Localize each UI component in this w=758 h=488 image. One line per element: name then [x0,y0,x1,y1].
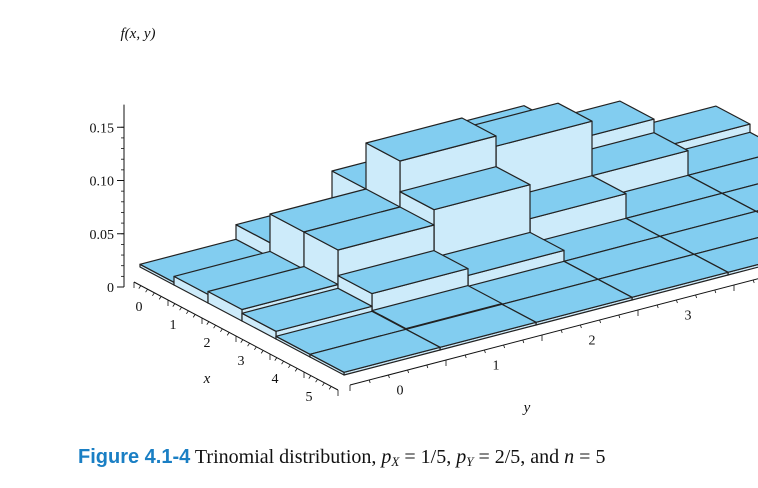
x-tick [145,288,148,293]
y-tick [714,289,717,294]
bar-top-face [309,328,441,373]
bar-top-face [399,166,531,211]
x-tick [192,314,196,318]
y-tick [484,349,486,354]
caption-text: Trinomial distribution, [194,446,377,468]
chart-bars [139,100,758,376]
x-tick [220,328,223,333]
y-tick-label: 2 [589,334,596,349]
x-axis-title: x [203,371,211,387]
caption-px: pX = 1/5, [381,446,452,469]
bar-top-face [241,287,373,332]
y-tick-label: 1 [493,359,500,374]
bar-top-face [365,117,497,162]
x-tick [186,310,189,315]
x-tick [254,346,257,351]
x-tick [158,296,162,300]
chart-axes [117,104,758,396]
y-tick [580,324,582,329]
y-tick [752,279,755,284]
y-tick [618,314,621,319]
x-tick [247,342,250,347]
x-tick [240,339,244,343]
y-tick [599,319,601,324]
chart-labels: 00.050.100.15f(x, y)012345x012345y [90,26,692,416]
x-tick [274,357,278,361]
x-tick [226,332,230,336]
x-tick [288,364,291,369]
y-tick [426,364,429,369]
y-tick [522,339,525,344]
y-tick [656,304,659,309]
caption-n: n = 5 [564,446,606,468]
x-tick-label: 2 [204,336,211,351]
y-tick [503,344,505,349]
x-tick [138,285,142,289]
x-tick-label: 5 [306,390,313,405]
y-tick-label: 3 [685,309,692,324]
bar-top-face [371,285,503,330]
x-tick [315,378,318,383]
z-tick-label: 0.15 [90,121,115,136]
z-tick-label: 0.05 [90,228,115,243]
y-tick [388,374,390,379]
x-tick [179,306,182,311]
bar-x5-y0 [309,328,441,376]
bar-top-face [337,250,469,295]
x-tick [322,382,325,387]
y-tick [560,329,563,334]
figure-number: Figure 4.1-4 [78,446,191,468]
x-tick-label: 0 [136,300,143,315]
y-axis-title: y [522,400,531,416]
x-tick [260,350,264,354]
y-tick-label: 0 [397,384,404,399]
caption-py: pY = 2/5, and [456,446,560,469]
z-tick-label: 0.10 [90,175,115,190]
x-tick [213,324,216,329]
x-tick [206,321,210,325]
z-tick-label: 0 [107,281,114,296]
x-tick [172,303,176,307]
z-axis-title: f(x, y) [121,26,156,42]
x-tick-label: 3 [238,354,245,369]
figure-caption: Figure 4.1-4 Trinomial distribution, pX … [78,446,605,470]
x-tick-label: 1 [170,318,177,333]
y-tick [407,369,409,374]
x-tick [294,368,298,372]
bar-top-face [303,206,435,251]
x-tick [308,375,312,379]
y-tick [695,294,697,299]
y-tick [368,379,371,384]
y-tick [464,354,467,359]
trinomial-bar-chart: 00.050.100.15f(x, y)012345x012345y [90,26,758,416]
x-tick-label: 4 [272,372,279,387]
x-tick [152,292,155,297]
x-tick [328,386,332,390]
y-tick [676,299,678,304]
x-tick [281,360,284,365]
